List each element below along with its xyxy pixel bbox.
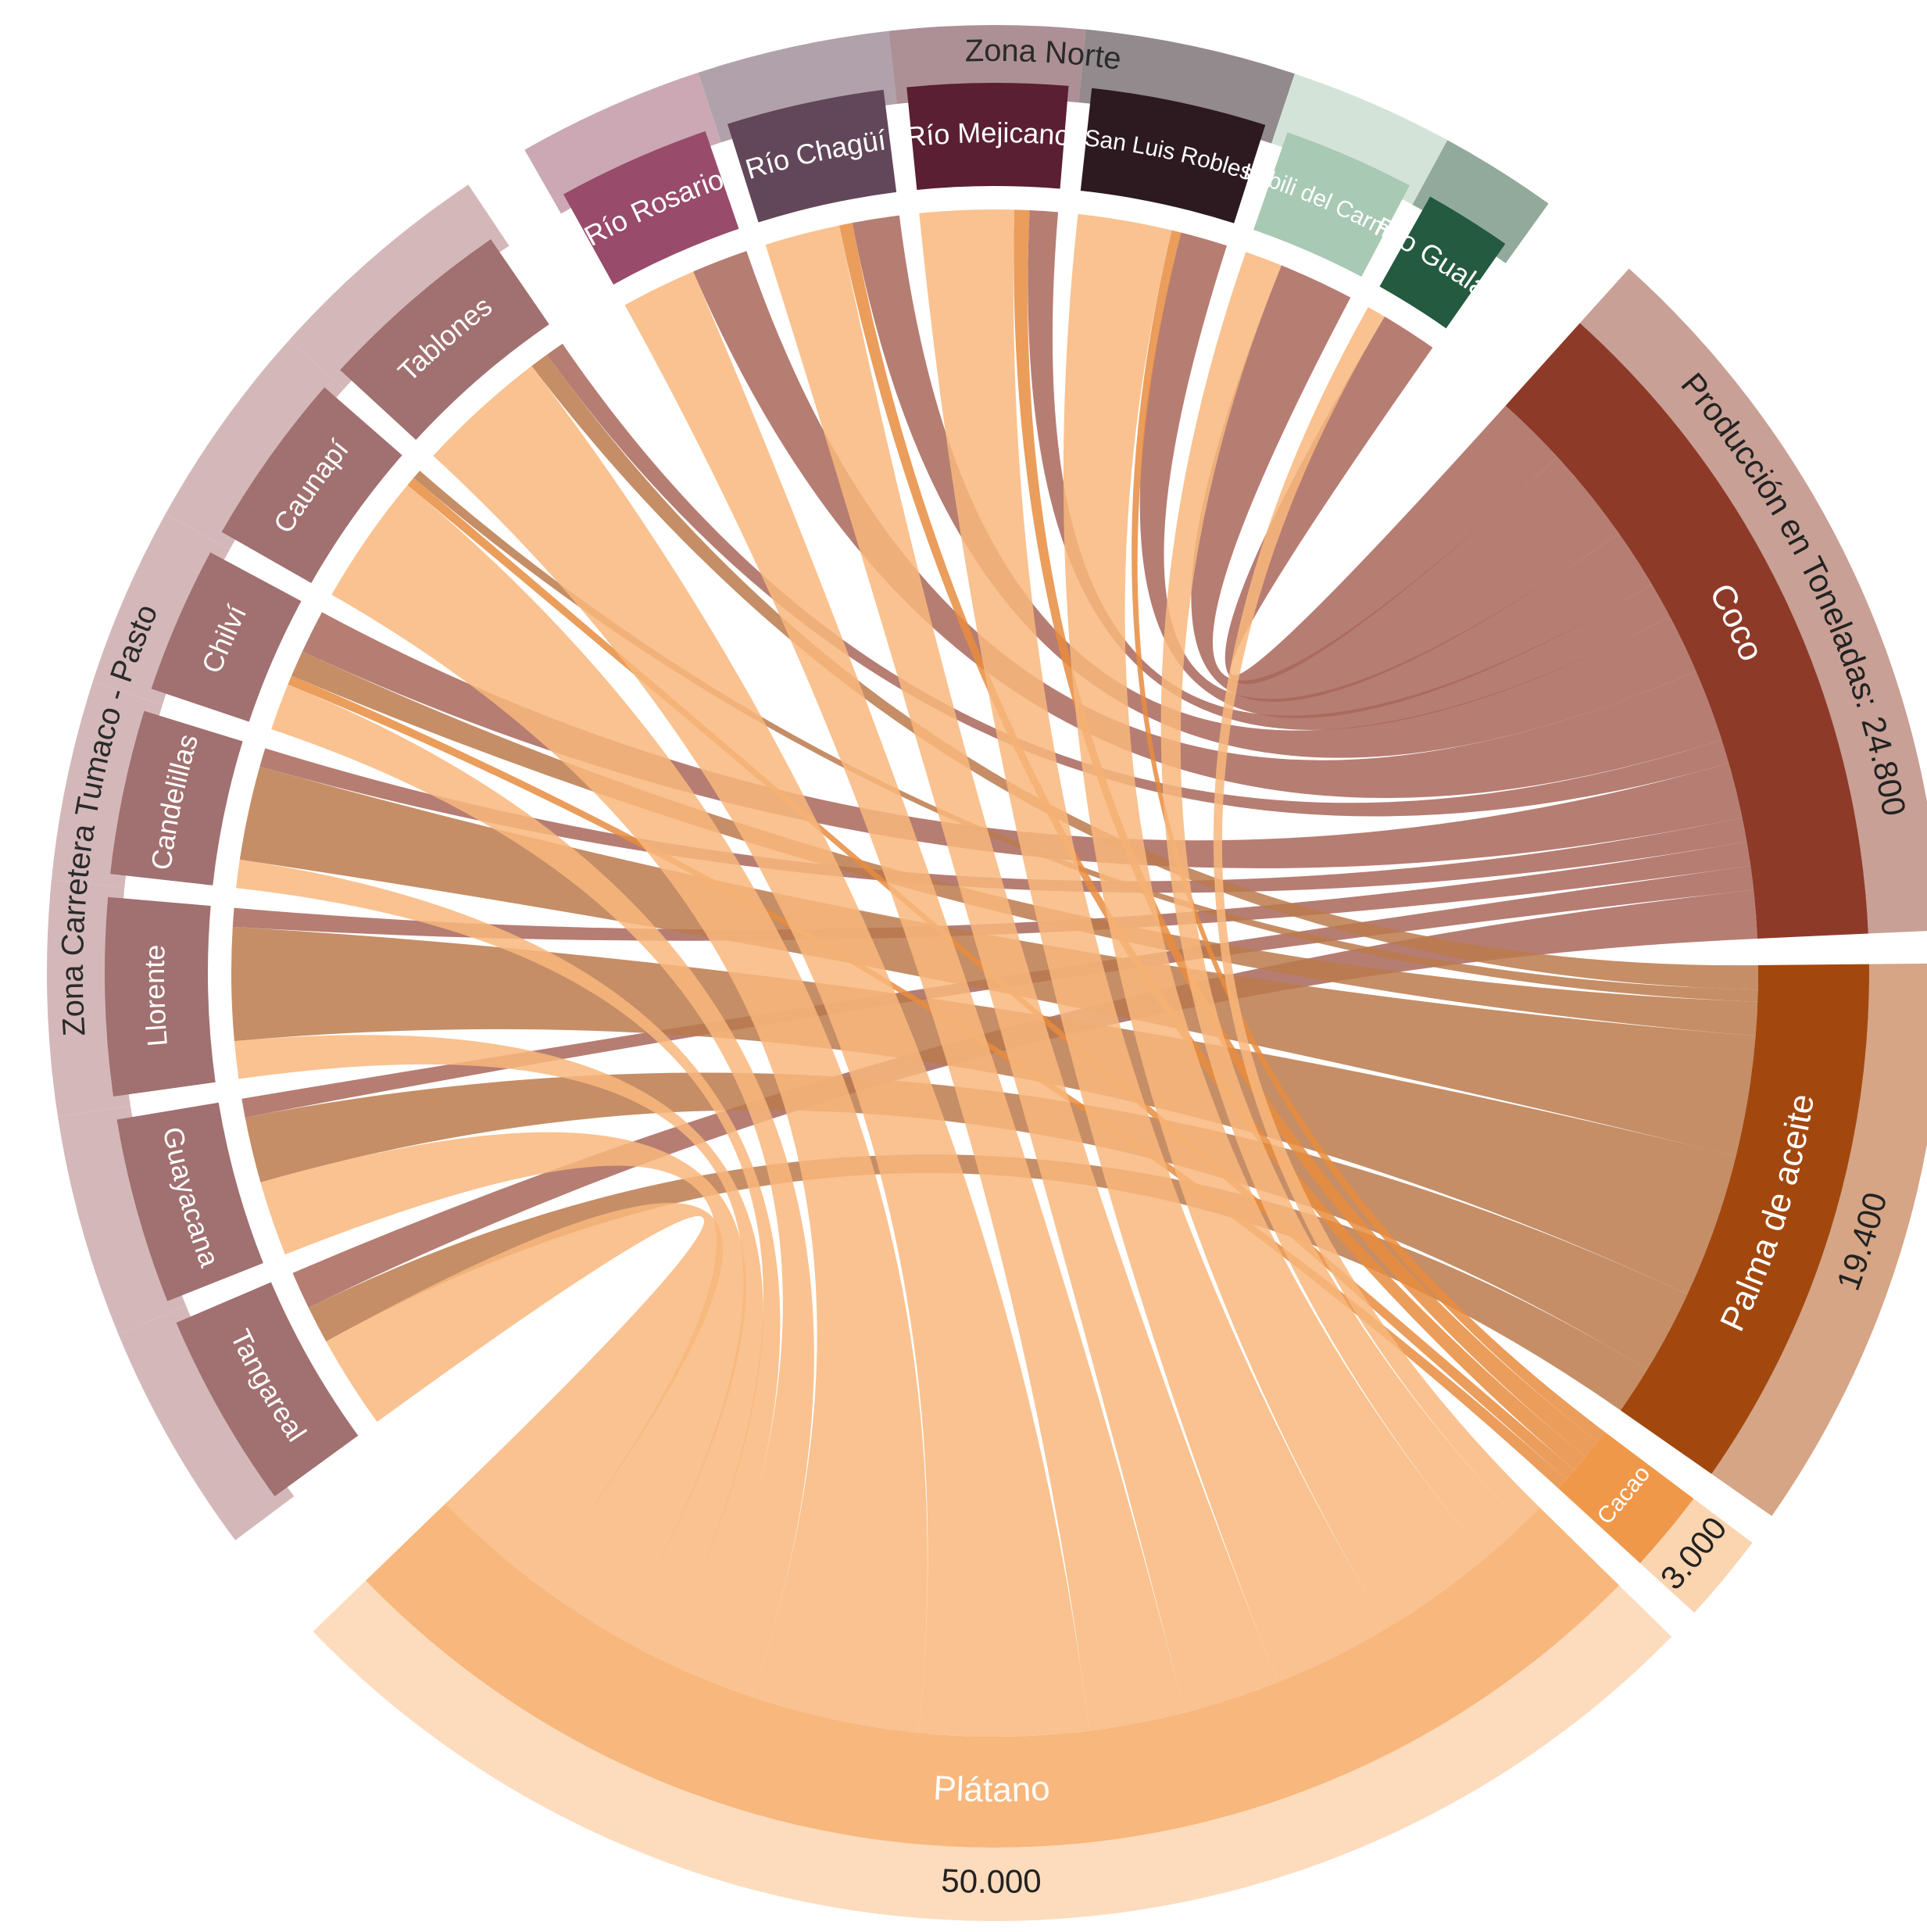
chord xyxy=(291,651,1758,1036)
location-band xyxy=(698,30,897,143)
label-text: Llorente xyxy=(138,944,173,1047)
chord xyxy=(331,485,928,1733)
location-arc xyxy=(116,1102,263,1301)
product-band xyxy=(1639,1498,1753,1613)
arc-label-path: Llorente xyxy=(138,944,173,1047)
location-arc xyxy=(1253,132,1410,277)
chord xyxy=(271,684,814,1698)
product-band xyxy=(313,1580,1672,1921)
location-band xyxy=(165,340,345,550)
location-arc xyxy=(727,89,897,223)
location-arc xyxy=(1379,196,1506,329)
arc-label-path: Río Mejicano xyxy=(904,116,1071,152)
chord xyxy=(919,209,1387,1683)
product-arc xyxy=(366,1503,1619,1848)
chord xyxy=(765,225,1278,1713)
location-arc xyxy=(151,552,302,722)
arc-label: Plátano xyxy=(932,1769,1051,1809)
chord xyxy=(433,366,1089,1737)
location-band xyxy=(1412,140,1549,263)
location-band xyxy=(92,513,230,705)
location-band xyxy=(118,1306,295,1540)
location-arc xyxy=(1080,88,1266,224)
chord xyxy=(292,889,1758,1308)
location-arc xyxy=(221,387,402,584)
chord xyxy=(232,841,1751,941)
location-arc xyxy=(110,710,243,886)
location-arc xyxy=(906,82,1069,190)
chord xyxy=(1063,213,1486,1629)
label-text: Plátano xyxy=(932,1769,1051,1809)
product-arc xyxy=(1620,964,1869,1474)
chord xyxy=(326,1203,724,1584)
chord xyxy=(1191,265,1619,702)
chord xyxy=(852,215,1696,758)
location-band xyxy=(1078,29,1295,144)
arc-label: 50.000 xyxy=(940,1862,1042,1900)
label-text: Río Mejicano xyxy=(904,116,1071,152)
location-arc xyxy=(340,239,549,440)
arc-label-path: 50.000 xyxy=(940,1862,1042,1900)
product-arc xyxy=(1558,1432,1694,1564)
chord xyxy=(245,1072,1688,1370)
location-arc xyxy=(176,1282,359,1497)
location-band xyxy=(1271,73,1448,205)
product-band xyxy=(1711,963,1927,1516)
chord xyxy=(1139,232,1652,718)
location-band xyxy=(58,1105,187,1334)
label-text: 50.000 xyxy=(940,1862,1042,1900)
location-band xyxy=(289,184,509,389)
arc-label-path: Plátano xyxy=(932,1769,1051,1809)
product-arc xyxy=(1505,323,1868,939)
location-arc xyxy=(105,896,216,1097)
location-arc xyxy=(563,131,739,285)
arc-label: Llorente xyxy=(138,944,173,1047)
product-band xyxy=(1579,268,1927,934)
chord xyxy=(260,1132,746,1638)
chord xyxy=(1160,252,1523,1558)
location-band xyxy=(51,682,163,887)
chord xyxy=(236,859,781,1676)
chord xyxy=(624,271,1185,1731)
chord xyxy=(693,251,1722,799)
chord xyxy=(231,926,1736,1294)
arc-label: Río Mejicano xyxy=(904,116,1071,152)
location-band xyxy=(524,72,722,214)
